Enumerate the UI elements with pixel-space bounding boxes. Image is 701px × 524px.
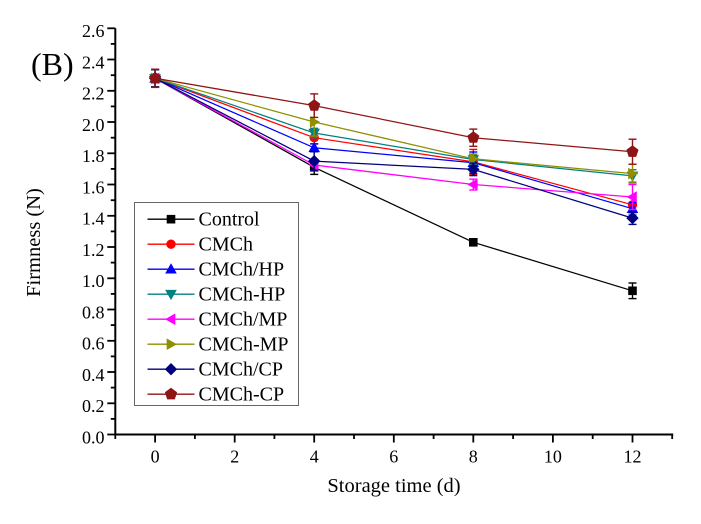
svg-text:Firmness (N): Firmness (N)	[23, 188, 45, 297]
svg-text:2.0: 2.0	[82, 115, 105, 135]
svg-text:10: 10	[544, 447, 562, 467]
svg-text:1.6: 1.6	[82, 177, 105, 197]
svg-text:CMCh/MP: CMCh/MP	[199, 309, 288, 331]
svg-text:(B): (B)	[31, 46, 74, 82]
svg-text:2.4: 2.4	[82, 52, 105, 72]
svg-text:8: 8	[469, 447, 478, 467]
svg-text:6: 6	[389, 447, 398, 467]
svg-text:CMCh: CMCh	[199, 234, 253, 256]
svg-text:CMCh/CP: CMCh/CP	[199, 359, 283, 381]
svg-text:0.0: 0.0	[82, 427, 105, 447]
svg-text:1.2: 1.2	[82, 240, 105, 260]
svg-text:2: 2	[230, 447, 239, 467]
svg-text:1.8: 1.8	[82, 146, 105, 166]
svg-text:CMCh-MP: CMCh-MP	[199, 334, 289, 356]
svg-text:1.0: 1.0	[82, 271, 105, 291]
svg-text:Control: Control	[199, 209, 261, 231]
svg-text:2.2: 2.2	[82, 84, 105, 104]
svg-text:4: 4	[310, 447, 319, 467]
svg-text:CMCh-CP: CMCh-CP	[199, 384, 285, 406]
svg-text:CMCh-HP: CMCh-HP	[199, 284, 286, 306]
svg-text:0: 0	[151, 447, 160, 467]
svg-text:CMCh/HP: CMCh/HP	[199, 259, 285, 281]
svg-text:0.8: 0.8	[82, 302, 105, 322]
svg-text:12: 12	[624, 447, 642, 467]
svg-text:2.6: 2.6	[82, 21, 105, 41]
svg-text:0.4: 0.4	[82, 365, 105, 385]
svg-text:Storage time (d): Storage time (d)	[327, 475, 460, 497]
svg-text:0.6: 0.6	[82, 334, 105, 354]
svg-text:0.2: 0.2	[82, 396, 105, 416]
svg-text:1.4: 1.4	[82, 209, 105, 229]
